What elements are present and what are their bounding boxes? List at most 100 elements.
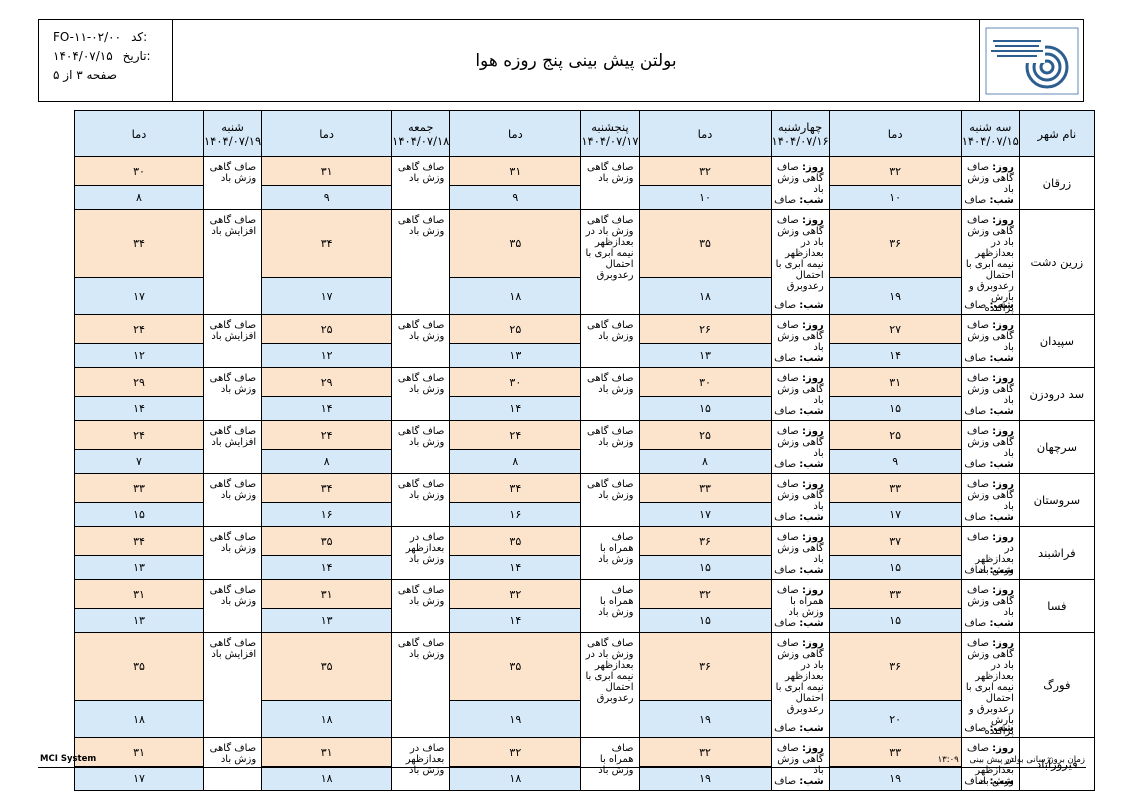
day-forecast-text: صاف گاهی وزش باد [776, 320, 824, 353]
day-forecast-text: صاف گاهی وزش باد [587, 373, 634, 395]
day-forecast-text: صاف گاهی وزش باد [967, 320, 1014, 353]
forecast-description: صاف گاهی وزش باد [202, 367, 263, 421]
day-forecast-text: صاف در بعدازظهر وزش باد [967, 743, 1014, 787]
min-temperature: ۱۷ [74, 277, 204, 315]
max-temperature: ۳۲ [828, 156, 962, 186]
max-temperature: ۳۷ [828, 526, 962, 556]
table-row: سروستان روز: صاف گاهی وزش باد شب: صاف ۳۳ روز… [39, 473, 1095, 527]
forecast-description: صاف گاهی افزایش باد [202, 632, 263, 738]
night-forecast-text: صاف [964, 300, 987, 311]
max-temperature: ۳۰ [638, 367, 772, 397]
day-forecast: روز: صاف گاهی وزش باد [776, 743, 824, 776]
day-forecast-text: صاف در بعدازظهر وزش باد [967, 532, 1014, 576]
max-temperature: ۲۴ [449, 420, 582, 450]
day-forecast-text: صاف گاهی وزش باد [587, 479, 634, 501]
max-temperature: ۳۵ [449, 208, 582, 279]
day-forecast: صاف گاهی وزش باد [208, 532, 257, 554]
update-time-label: زمان بروزرسانی بولتن پیش بینی [969, 755, 1085, 765]
day-column-header: شنبه ۱۴۰۴/۰۷/۱۹ [202, 110, 263, 157]
day-forecast-text: صاف گاهی وزش باد [967, 162, 1014, 195]
table-row-low: ۱۵ ۱۵ ۱۴ ۱۳ ۱۳ [39, 608, 1095, 633]
day-forecast: صاف گاهی افزایش باد [208, 638, 257, 660]
city-name: سروستان [1018, 473, 1095, 527]
min-temperature: ۱۹ [828, 277, 962, 315]
footer-divider [38, 767, 1086, 768]
night-forecast: شب: صاف [774, 776, 824, 787]
max-temperature: ۳۱ [74, 579, 204, 609]
day-forecast-text: صاف گاهی وزش باد [397, 373, 445, 395]
day-forecast-text: صاف گاهی وزش باد در بعدازظهر نیمه ابری ب… [775, 215, 824, 292]
night-forecast-text: صاف [774, 300, 797, 311]
day-forecast: روز: صاف گاهی وزش باد [966, 162, 1014, 195]
table-row: فراشبند روز: صاف در بعدازظهر وزش باد شب: ص… [39, 526, 1095, 580]
forecast-description: صاف گاهی وزش باد [580, 473, 640, 527]
logo-box [979, 20, 1083, 101]
day-forecast-text: صاف در بعدازظهر وزش باد [405, 743, 445, 776]
code-value: FO-۱۱-۰۲/۰۰ [53, 30, 122, 44]
day-forecast-text: صاف همراه با وزش باد [598, 585, 634, 618]
night-forecast-text: صاف [774, 195, 797, 206]
day-forecast-text: صاف گاهی وزش باد [967, 585, 1014, 618]
table-row: فسا روز: صاف گاهی وزش باد شب: صاف ۳۳ روز: صا… [39, 579, 1095, 633]
day-forecast: صاف همراه با وزش باد [585, 532, 633, 565]
day-forecast-text: صاف گاهی وزش باد [397, 638, 445, 660]
day-forecast-text: صاف گاهی وزش باد [397, 215, 445, 237]
night-prefix: شب: [989, 618, 1014, 629]
day-prefix: روز: [801, 479, 824, 490]
forecast-description: صاف گاهی وزش باد [202, 579, 263, 633]
min-temperature: ۱۳ [449, 343, 582, 368]
max-temperature: ۲۹ [74, 367, 204, 397]
night-forecast-text: صاف [964, 512, 987, 523]
day-forecast: صاف گاهی افزایش باد [208, 426, 257, 448]
day-forecast-text: صاف گاهی وزش باد [209, 532, 257, 554]
day-forecast: صاف همراه با وزش باد [585, 743, 633, 776]
forecast-description: صاف گاهی وزش باد [202, 156, 263, 210]
forecast-description: صاف گاهی وزش باد [202, 473, 263, 527]
day-forecast: صاف گاهی وزش باد [208, 479, 257, 501]
day-forecast-text: صاف گاهی وزش باد [776, 373, 824, 406]
night-forecast: شب: صاف [774, 195, 824, 206]
day-forecast-text: صاف گاهی افزایش باد [209, 426, 257, 448]
forecast-description: صاف همراه با وزش باد [580, 737, 640, 791]
day-forecast: صاف گاهی وزش باد [396, 162, 445, 184]
table-row: سد درودزن روز: صاف گاهی وزش باد شب: صاف ۳۱ ر… [39, 367, 1095, 421]
day-prefix: روز: [801, 638, 824, 649]
forecast-description: روز: صاف گاهی وزش باد شب: صاف [770, 420, 830, 474]
max-temperature: ۳۶ [638, 526, 772, 556]
day-forecast-text: صاف همراه با وزش باد [598, 743, 634, 776]
day-forecast: صاف گاهی افزایش باد [208, 320, 257, 342]
update-time-value: ۱۳:۰۹ [937, 755, 959, 765]
day-forecast-text: صاف گاهی افزایش باد [209, 215, 257, 237]
day-forecast: روز: صاف گاهی وزش باد [776, 373, 824, 406]
day-forecast-text: صاف گاهی وزش باد [967, 479, 1014, 512]
max-temperature: ۳۱ [261, 156, 393, 186]
min-temperature: ۱۲ [74, 343, 204, 368]
max-temperature: ۳۵ [261, 526, 393, 556]
day-forecast-text: صاف همراه با وزش باد [598, 532, 634, 565]
city-name: فراشبند [1018, 526, 1095, 580]
day-forecast-text: صاف گاهی وزش باد [397, 320, 445, 342]
min-temperature: ۱۵ [638, 396, 772, 421]
date-value: ۱۴۰۴/۰۷/۱۵ [53, 49, 113, 63]
max-temperature: ۳۴ [449, 473, 582, 503]
day-forecast: صاف در بعدازظهر وزش باد [396, 532, 445, 565]
forecast-description: روز: صاف گاهی وزش باد در بعدازظهر نیمه ا… [770, 209, 830, 315]
min-temperature: ۱۰ [828, 185, 962, 210]
max-temperature: ۲۶ [638, 314, 772, 344]
min-temperature: ۱۲ [261, 343, 393, 368]
night-forecast-text: صاف [774, 353, 797, 364]
city-name: سپیدان [1018, 314, 1095, 368]
night-prefix: شب: [989, 300, 1014, 311]
day-prefix: روز: [992, 585, 1014, 596]
table-row-low: ۲۰ ۱۹ ۱۹ ۱۸ ۱۸ [39, 700, 1095, 738]
forecast-description: روز: صاف گاهی وزش باد در بعدازظهر نیمه ا… [960, 209, 1020, 315]
day-forecast: روز: صاف گاهی وزش باد [776, 426, 824, 459]
day-prefix: روز: [992, 215, 1014, 226]
forecast-table: نام شهر سه شنبه ۱۴۰۴/۰۷/۱۵ دما چهارشنبه … [38, 110, 1095, 791]
forecast-description: روز: صاف گاهی وزش باد شب: صاف [960, 473, 1020, 527]
day-forecast-text: صاف گاهی وزش باد در بعدازظهر نیمه ابری ب… [965, 215, 1014, 314]
day-forecast: صاف گاهی وزش باد [585, 426, 634, 448]
day-forecast-text: صاف گاهی وزش باد [397, 162, 445, 184]
max-temperature: ۳۳ [828, 579, 962, 609]
night-forecast: شب: صاف [964, 618, 1014, 629]
